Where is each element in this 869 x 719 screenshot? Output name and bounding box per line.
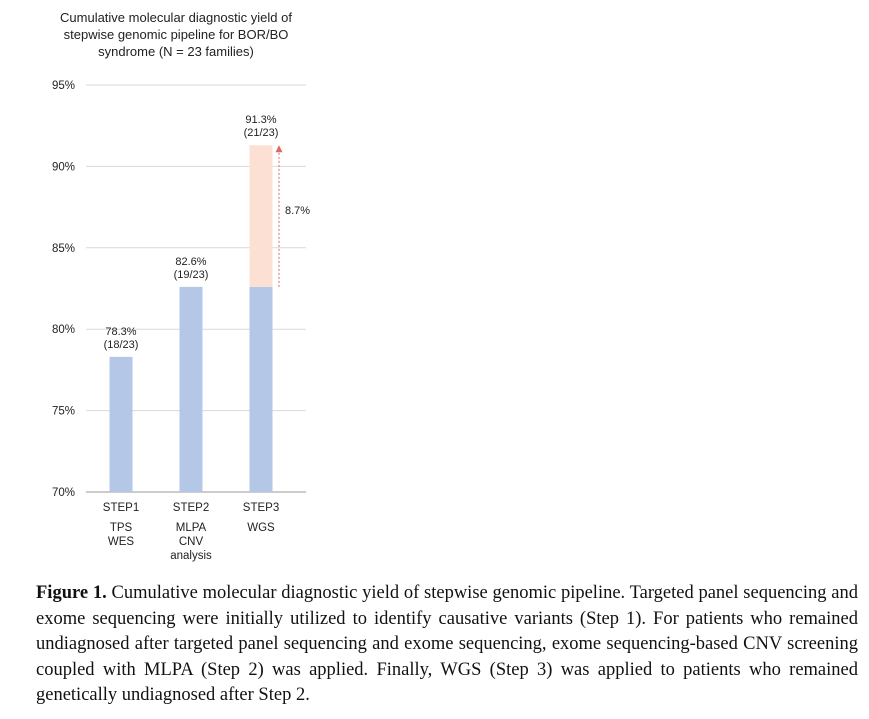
x-tick-label-method: MLPA (176, 522, 207, 534)
figure-label: Figure 1. (36, 583, 107, 603)
data-label-percent: 78.3% (105, 326, 136, 338)
chart-title-line-3: syndrome (N = 23 families) (98, 44, 254, 59)
x-axis-tick-labels: STEP1 TPS WES STEP2 MLPA CNV analysis STEP3 WGS (103, 502, 279, 562)
x-tick-label-method: CNV (179, 536, 204, 548)
y-tick-label: 75% (52, 406, 75, 418)
bar-chart: Cumulative molecular diagnostic yield of… (52, 10, 310, 562)
bar-cumulative (179, 286, 203, 492)
x-tick-label-method: WGS (247, 522, 275, 534)
figure-caption: Figure 1. Cumulative molecular diagnosti… (36, 581, 858, 709)
increment-arrow-head (275, 145, 283, 153)
bar-cumulative (249, 286, 273, 492)
bars (109, 145, 273, 492)
y-tick-label: 90% (52, 161, 75, 173)
increment-arrow: 8.7% (275, 145, 310, 287)
y-tick-label: 80% (52, 324, 75, 336)
bar-cumulative (109, 356, 133, 492)
data-label-percent: 82.6% (175, 256, 206, 268)
data-labels: 78.3%(18/23) 82.6%(19/23) 91.3%(21/23) (104, 114, 279, 351)
increment-label: 8.7% (285, 205, 310, 217)
x-tick-label-method: WES (108, 536, 135, 548)
y-tick-label: 95% (52, 80, 75, 92)
bar-increment (249, 145, 273, 287)
x-tick-label-step: STEP1 (103, 502, 139, 514)
x-tick-label-step: STEP3 (243, 502, 279, 514)
chart-title-line-2: stepwise genomic pipeline for BOR/BO (64, 27, 289, 42)
data-label-count: (19/23) (174, 269, 209, 281)
figure-caption-text: Cumulative molecular diagnostic yield of… (36, 583, 858, 705)
data-label-percent: 91.3% (245, 114, 276, 126)
chart-title-line-1: Cumulative molecular diagnostic yield of (60, 10, 292, 25)
x-tick-label-method: TPS (110, 522, 133, 534)
data-label-count: (18/23) (104, 339, 139, 351)
x-tick-label-method: analysis (170, 550, 212, 562)
x-tick-label-step: STEP2 (173, 502, 209, 514)
data-label-count: (21/23) (244, 127, 279, 139)
chart-title: Cumulative molecular diagnostic yield of… (60, 10, 292, 59)
y-tick-label: 70% (52, 487, 75, 499)
y-axis-tick-labels: 70% 75% 80% 85% 90% 95% (52, 80, 75, 499)
y-tick-label: 85% (52, 243, 75, 255)
